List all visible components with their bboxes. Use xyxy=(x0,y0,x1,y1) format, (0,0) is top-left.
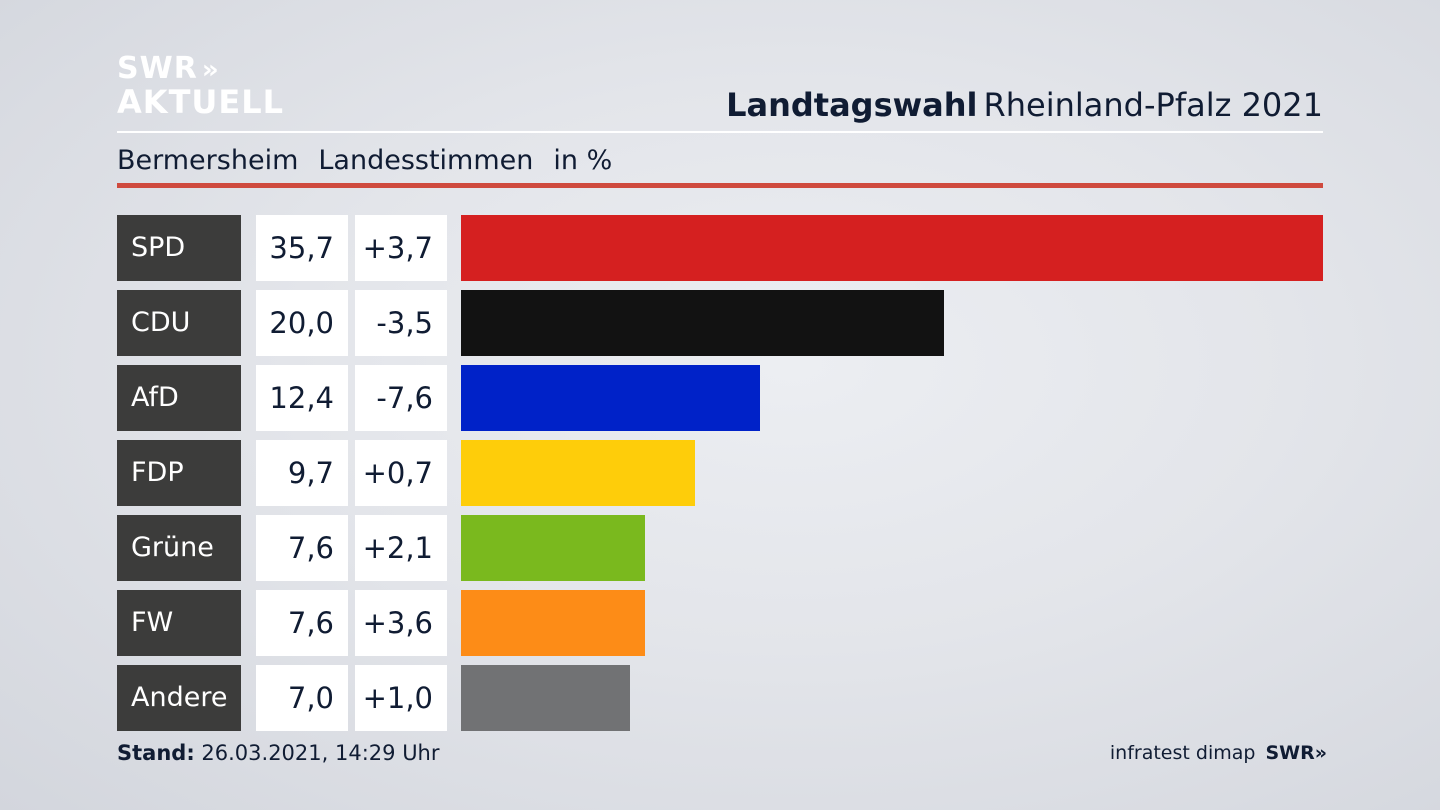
subheader: Bermersheim Landesstimmen in % xyxy=(117,145,632,176)
result-row: FW 7,6 +3,6 xyxy=(117,590,1323,656)
result-row: FDP 9,7 +0,7 xyxy=(117,440,1323,506)
vote-share-bar xyxy=(461,665,630,731)
vote-change-value: +2,1 xyxy=(355,515,447,581)
vote-change-value: +1,0 xyxy=(355,665,447,731)
swr-arrows-icon: » xyxy=(1314,742,1327,764)
vote-change-value: -3,5 xyxy=(355,290,447,356)
vote-share-bar xyxy=(461,590,645,656)
vote-change-value: +0,7 xyxy=(355,440,447,506)
logo-arrows-icon: » xyxy=(201,55,219,85)
source-credit: infratest dimap SWR» xyxy=(1109,742,1327,764)
vote-share-value: 9,7 xyxy=(256,440,348,506)
result-row: Grüne 7,6 +2,1 xyxy=(117,515,1323,581)
accent-divider xyxy=(117,183,1323,188)
vote-change-value: +3,7 xyxy=(355,215,447,281)
subheader-unit: in % xyxy=(553,145,613,176)
logo-aktuell-text: AKTUELL xyxy=(117,83,285,121)
vote-share-bar xyxy=(461,515,645,581)
title-light: Rheinland-Pfalz 2021 xyxy=(983,86,1323,124)
vote-share-value: 35,7 xyxy=(256,215,348,281)
party-label: Grüne xyxy=(117,515,241,581)
result-row: Andere 7,0 +1,0 xyxy=(117,665,1323,731)
party-label: FW xyxy=(117,590,241,656)
stand-value: 26.03.2021, 14:29 Uhr xyxy=(201,741,440,765)
result-row: AfD 12,4 -7,6 xyxy=(117,365,1323,431)
swr-aktuell-logo: SWR» AKTUELL xyxy=(117,51,285,121)
vote-share-value: 7,6 xyxy=(256,515,348,581)
vote-change-value: +3,6 xyxy=(355,590,447,656)
vote-share-bar xyxy=(461,440,695,506)
party-label: AfD xyxy=(117,365,241,431)
result-row: CDU 20,0 -3,5 xyxy=(117,290,1323,356)
swr-brand: SWR xyxy=(1265,742,1315,764)
source-text: infratest dimap xyxy=(1109,742,1256,764)
stand-label: Stand: xyxy=(117,741,195,765)
vote-share-value: 7,0 xyxy=(256,665,348,731)
header-divider xyxy=(117,131,1323,133)
party-label: SPD xyxy=(117,215,241,281)
page-title: Landtagswahl Rheinland-Pfalz 2021 xyxy=(726,86,1323,124)
title-strong: Landtagswahl xyxy=(726,86,978,124)
subheader-type: Landesstimmen xyxy=(318,145,534,176)
result-row: SPD 35,7 +3,7 xyxy=(117,215,1323,281)
party-label: CDU xyxy=(117,290,241,356)
vote-share-value: 7,6 xyxy=(256,590,348,656)
party-label: Andere xyxy=(117,665,241,731)
timestamp: Stand: 26.03.2021, 14:29 Uhr xyxy=(117,741,440,765)
vote-share-bar xyxy=(461,215,1323,281)
vote-change-value: -7,6 xyxy=(355,365,447,431)
vote-share-bar xyxy=(461,365,760,431)
vote-share-value: 12,4 xyxy=(256,365,348,431)
subheader-place: Bermersheim xyxy=(117,145,299,176)
party-label: FDP xyxy=(117,440,241,506)
vote-share-bar xyxy=(461,290,944,356)
logo-swr-text: SWR xyxy=(117,51,198,86)
vote-share-value: 20,0 xyxy=(256,290,348,356)
